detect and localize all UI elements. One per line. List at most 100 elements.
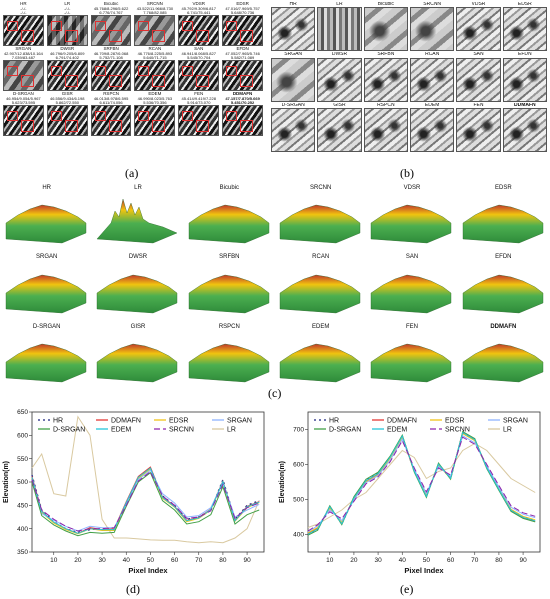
series-line-edem [31, 467, 260, 534]
y-tick-label: 500 [17, 479, 28, 486]
panel-a-metric-line: 45.768/8.296/5.622 [93, 6, 129, 11]
panel-a-cell-srgan: SRGAN 42.907/12.838/10.164 7.039/83.487 [3, 47, 44, 92]
legend-label-edsr: EDSR [445, 418, 464, 425]
roi-box [21, 30, 34, 43]
panel-c-method-name: HR [42, 185, 51, 191]
panel-c-method-name: DDMAFN [490, 323, 517, 330]
panel-a-metric-line: 47.016/7.969/5.757 [225, 6, 260, 11]
roi-box [196, 75, 210, 88]
panel-a-dem-tile [178, 15, 220, 47]
panel-a-metric-line: 46.556/9.434/6.198 [50, 96, 85, 101]
roi-box [182, 21, 194, 32]
legend-label-d-srgan: D-SRGAN [329, 427, 361, 434]
x-tick-label: 70 [471, 557, 479, 564]
panel-c-cell-lr: LR [93, 183, 182, 250]
panel-c-cell-srfbn: SRFBN [185, 252, 274, 319]
panel-a-metric-line: 5.623/73.595 [11, 101, 36, 106]
panel-a-dem-tile [90, 105, 132, 137]
panel-a-cell-rcan: RCAN 46.776/8.225/5.893 5.640/71.715 [134, 47, 176, 92]
panel-c-terrain-render [462, 274, 543, 313]
panel-c-method-name: SAN [405, 254, 419, 261]
panel-b-cell-srcnn: SRCNN [409, 2, 455, 52]
panel-a-metric-line: 46.709/8.287/6.068 [93, 51, 129, 56]
legend-label-srgan: SRGAN [503, 418, 528, 425]
x-tick-label: 70 [195, 557, 203, 564]
panel-b-cell-edsr: EDSR [502, 2, 547, 52]
panel-b-dem-tile [363, 7, 408, 52]
panel-a-metric-line: 7.768/82.085 [143, 10, 167, 15]
panel-b-method-name: RCAN [425, 52, 440, 58]
terrain-surface [371, 274, 452, 313]
panel-a-dem-tile [178, 60, 220, 92]
panel-c-cell-srgan: SRGAN [2, 252, 91, 319]
panel-b-method-name: SRGAN [284, 52, 303, 58]
x-tick-label: 10 [50, 557, 58, 564]
panel-a-dem-tile [90, 15, 132, 47]
y-tick-label: 500 [293, 497, 304, 504]
panel-b-dem-tile [456, 107, 501, 152]
panel-c-method-name: SRFBN [219, 254, 240, 261]
terrain-surface [462, 205, 543, 244]
panel-a-metric-line: 47.157/7.870/5.669 [225, 96, 260, 101]
panel-b-cell-lr: LR [317, 2, 362, 52]
panel-a-method-name: HR [20, 2, 27, 6]
panel-c-method-name: EDEM [311, 323, 330, 330]
roi-box [7, 66, 18, 77]
terrain-surface [371, 205, 452, 244]
roi-box [226, 21, 238, 32]
legend-label-lr: LR [227, 427, 236, 434]
series-line-d-srgan [31, 471, 260, 537]
panel-a-cell-fen: FEN 45.414/9.419/7.228 5.914/73.070 [178, 92, 220, 137]
panel-a-metric-line: 46.990/8.023/5.763 [137, 96, 173, 101]
panel-b-method-name: EDSR [517, 2, 532, 7]
panel-b-method-name: Bicubic [377, 2, 394, 7]
x-tick-label: 40 [123, 557, 131, 564]
panel-b-dem-tile [317, 57, 362, 102]
panel-c-terrain-render [96, 199, 178, 244]
panel-a-metric-line: -/-/- [20, 10, 27, 15]
roi-box [152, 75, 166, 88]
panel-a-metric-line: 5.640/71.715 [143, 56, 167, 60]
panel-a-metric-line: 47.052/7.965/5.746 [225, 51, 260, 56]
x-tick-label: 40 [399, 557, 407, 564]
panel-a-metric-line: -/-/- [64, 6, 71, 11]
series-line-lr [307, 442, 536, 528]
panel-a-metric-line: 46.776/8.225/5.893 [137, 51, 173, 56]
panel-a-dem-tile [134, 15, 176, 47]
panel-a-method-name: EDSR [236, 2, 249, 6]
roi-box [94, 66, 106, 77]
panel-a-method-name: Bicubic [103, 2, 119, 6]
panel-a-cell-dwsr: DWSR 46.796/9.205/6.809 6.791/74.402 [46, 47, 88, 92]
series-line-srgan [307, 435, 536, 533]
panel-a-method-name: SRGAN [15, 47, 32, 52]
panel-a-dem-tile [46, 105, 88, 137]
panel-b-method-name: HR [289, 2, 297, 7]
legend-label-ddmafn: DDMAFN [387, 418, 417, 425]
x-tick-label: 60 [171, 557, 179, 564]
terrain-surface [279, 274, 361, 313]
x-tick-label: 20 [350, 557, 358, 564]
panel-a-label: (a) [125, 166, 139, 180]
panel-a-cell-srfbn: SRFBN 46.709/8.287/6.068 5.752/71.108 [90, 47, 132, 92]
panel-c-method-name: DWSR [128, 254, 148, 261]
panel-c-cell-rcan: RCAN [276, 252, 365, 319]
series-line-srcnn [31, 470, 260, 532]
panel-c-terrain-render [371, 205, 452, 244]
panel-c-method-name: FEN [405, 323, 418, 330]
series-line-srcnn [307, 436, 536, 532]
panel-c-terrain-render [5, 343, 87, 383]
y-tick-label: 400 [17, 526, 28, 533]
terrain-surface [371, 343, 452, 383]
panel-a-metric-line: 5.582/71.089 [230, 56, 255, 60]
x-tick-label: 30 [98, 557, 106, 564]
y-tick-label: 450 [17, 503, 28, 510]
panel-a-cell-rspcn: RSPCN 46.013/8.978/6.595 6.611/74.056 [90, 92, 132, 137]
panel-b-cell-dwsr: DWSR [317, 52, 362, 102]
panel-a-metric-line: 46.013/8.978/6.595 [93, 96, 129, 101]
roi-box [152, 30, 166, 43]
panel-c-method-name: D-SRGAN [32, 323, 61, 330]
x-tick-label: 10 [326, 557, 334, 564]
legend-label-lr: LR [503, 427, 512, 434]
y-axis-label: Elevation(m) [3, 461, 10, 503]
panel-b-cell-gisr: GISR [317, 103, 362, 152]
